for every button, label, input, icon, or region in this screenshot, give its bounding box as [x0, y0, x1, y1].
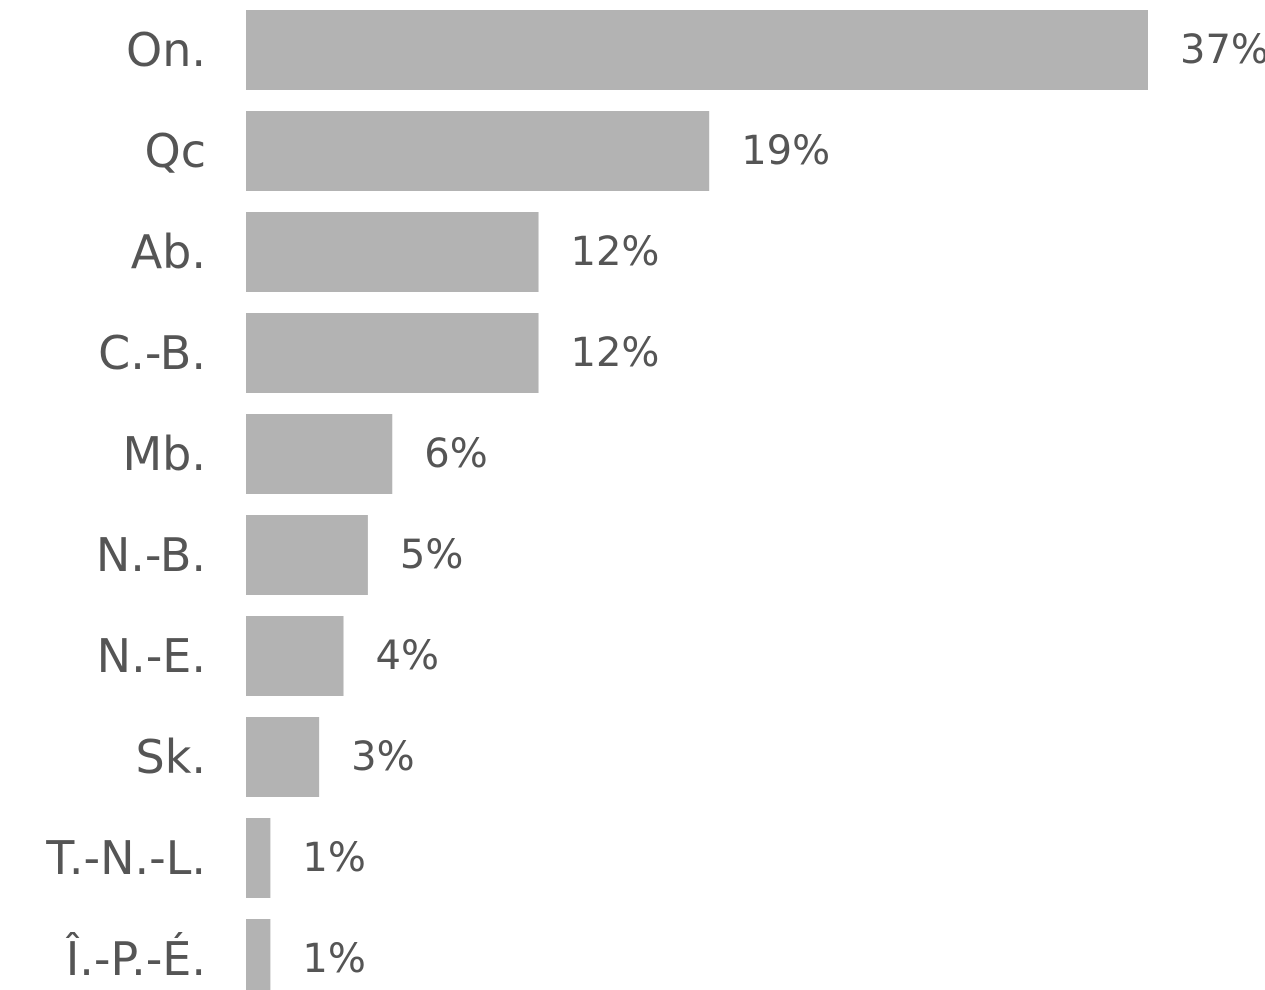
bar [246, 818, 271, 898]
category-label: Qc [145, 124, 207, 178]
value-label: 12% [571, 330, 660, 376]
category-label: Ab. [131, 225, 206, 279]
category-label: Sk. [136, 730, 206, 784]
category-label: On. [126, 23, 206, 77]
category-label: Mb. [122, 427, 206, 481]
bars [246, 10, 1148, 990]
value-label: 37% [1180, 27, 1265, 73]
value-label: 4% [376, 633, 439, 679]
value-label: 6% [424, 431, 487, 477]
category-labels: On. Qc Ab. C.-B. Mb. N.-B. N.-E. Sk. T.-N.-L. Î.-… [45, 23, 206, 986]
value-label: 12% [571, 229, 660, 275]
bar [246, 414, 393, 494]
bar [246, 717, 320, 797]
category-label: Î.-P.-É. [65, 932, 206, 986]
bar [246, 212, 539, 292]
value-labels: 37% 19% 12% 12% 6% 5% 4% 3% 1% 1% [302, 27, 1265, 982]
value-label: 1% [302, 936, 365, 982]
bar [246, 919, 271, 990]
value-label: 3% [351, 734, 414, 780]
bar [246, 10, 1148, 90]
value-label: 19% [741, 128, 830, 174]
category-label: T.-N.-L. [45, 831, 206, 885]
value-label: 5% [400, 532, 463, 578]
category-label: N.-B. [96, 528, 206, 582]
bar [246, 111, 710, 191]
bar [246, 616, 344, 696]
value-label: 1% [302, 835, 365, 881]
category-label: C.-B. [98, 326, 206, 380]
bar [246, 515, 368, 595]
bar [246, 313, 539, 393]
category-label: N.-E. [97, 629, 206, 683]
